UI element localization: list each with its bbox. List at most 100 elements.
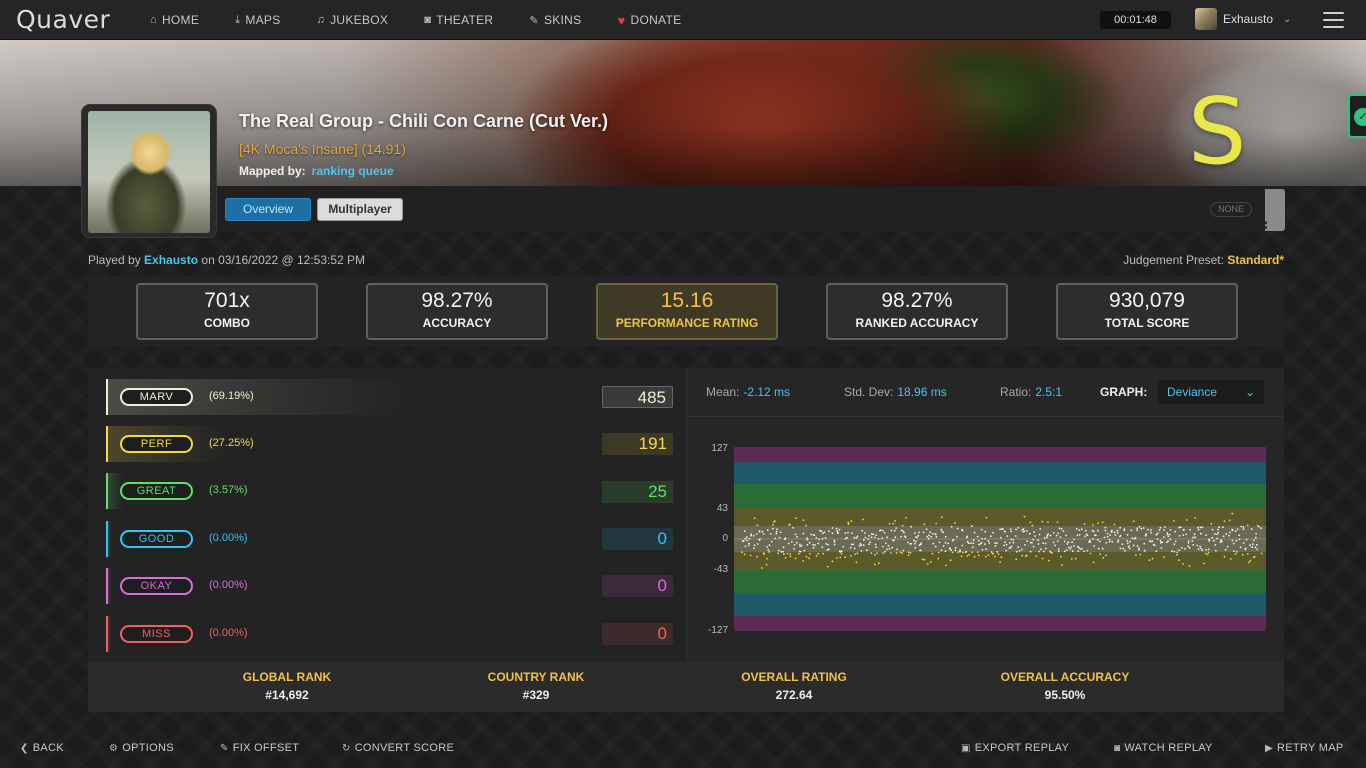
hamburger-menu-icon[interactable]: [1323, 12, 1344, 33]
hit-point: [961, 544, 964, 547]
watch-replay-button[interactable]: ◙ WATCH REPLAY: [1114, 742, 1213, 754]
hit-point: [1210, 522, 1213, 525]
hit-point: [1113, 531, 1116, 534]
mods-tab[interactable]: Mods: [1257, 189, 1285, 247]
nav-item-home[interactable]: ⌂ HOME: [150, 13, 200, 27]
hit-point: [989, 535, 992, 538]
hit-point: [1005, 549, 1007, 552]
hit-point: [1026, 540, 1028, 542]
hit-point: [1196, 544, 1199, 547]
tab-multiplayer[interactable]: Multiplayer: [317, 198, 403, 221]
hit-point: [954, 546, 957, 549]
hit-point: [847, 531, 849, 534]
hit-point: [1219, 541, 1222, 544]
hit-point: [836, 531, 839, 534]
hit-point: [999, 528, 1001, 531]
side-check-tab[interactable]: ✓: [1348, 94, 1366, 138]
hit-point: [1042, 542, 1044, 545]
hit-point: [1155, 534, 1158, 536]
hit-point: [1102, 557, 1105, 559]
hit-point: [894, 536, 897, 539]
graph-mode-dropdown[interactable]: Deviance ⌄: [1158, 380, 1264, 404]
hit-point: [1070, 546, 1073, 548]
player-link[interactable]: Exhausto: [144, 253, 199, 267]
hit-point: [893, 529, 896, 532]
hit-point: [747, 544, 750, 547]
nav-item-maps[interactable]: ⤓ MAPS: [235, 13, 281, 27]
hit-point: [1135, 554, 1137, 556]
convert-score-button[interactable]: ↻ CONVERT SCORE: [342, 742, 455, 754]
tab-overview[interactable]: Overview: [225, 198, 311, 221]
hit-point: [973, 555, 976, 558]
hit-point: [768, 551, 771, 553]
judgement-bar: [106, 568, 108, 604]
gears-icon: ⚙: [109, 742, 119, 754]
nav-item-skins[interactable]: ✎ SKINS: [529, 13, 582, 27]
hit-point: [934, 533, 937, 536]
hit-point: [1119, 547, 1122, 550]
hit-point: [967, 542, 970, 545]
quaver-logo[interactable]: Quaver: [16, 5, 111, 34]
hit-point: [1200, 532, 1202, 535]
hit-point: [910, 525, 913, 528]
hit-point: [1246, 553, 1249, 555]
nav-item-donate[interactable]: ♥ DONATE: [617, 12, 682, 28]
hit-point: [810, 533, 813, 536]
brush-icon: ✎: [529, 14, 539, 27]
hit-point: [1192, 536, 1194, 539]
hit-point: [987, 554, 990, 556]
hit-point: [1255, 532, 1257, 535]
fix-offset-button[interactable]: ✎ FIX OFFSET: [220, 742, 300, 754]
hit-point: [1023, 530, 1026, 533]
hit-point: [777, 552, 780, 555]
options-button[interactable]: ⚙ OPTIONS: [109, 742, 174, 754]
nav-item-theater[interactable]: ◙ THEATER: [424, 13, 494, 27]
hit-point: [1172, 520, 1175, 522]
judgement-row-perf: PERF (27.25%): [106, 426, 586, 462]
hit-point: [805, 524, 807, 527]
user-menu[interactable]: Exhausto ⌄: [1195, 8, 1291, 30]
hit-point: [1207, 551, 1210, 554]
hit-point: [776, 528, 778, 531]
hit-point: [994, 545, 997, 547]
judgements-panel: [88, 368, 686, 662]
back-button[interactable]: ❮ BACK: [20, 742, 64, 754]
hit-point: [1017, 527, 1020, 529]
hit-point: [1221, 540, 1223, 543]
grade-letter: S: [1188, 78, 1247, 185]
hit-point: [1182, 563, 1184, 565]
hit-point: [907, 551, 910, 554]
hit-point: [985, 548, 988, 550]
hit-point: [868, 535, 871, 537]
hit-point: [1101, 521, 1104, 524]
hit-point: [1057, 532, 1059, 535]
hit-point: [1151, 557, 1154, 560]
hit-point: [1032, 538, 1035, 541]
hit-point: [854, 553, 857, 555]
hit-point: [755, 533, 758, 535]
retry-map-button[interactable]: ▶ RETRY MAP: [1265, 742, 1344, 754]
export-replay-button[interactable]: ▣ EXPORT REPLAY: [961, 742, 1070, 754]
hit-point: [1002, 528, 1004, 531]
hit-point: [838, 528, 841, 531]
nav-item-jukebox[interactable]: ♫ JUKEBOX: [316, 13, 389, 27]
hit-point: [1111, 540, 1114, 543]
mapper-link[interactable]: ranking queue: [311, 164, 394, 178]
hit-point: [1138, 547, 1140, 550]
hit-point: [1223, 555, 1226, 558]
hit-point: [1114, 534, 1117, 536]
hit-point: [1132, 544, 1135, 547]
hit-point: [1117, 541, 1119, 543]
hit-point: [835, 527, 838, 530]
hit-point: [882, 545, 884, 548]
hit-point: [742, 540, 745, 542]
hit-point: [868, 543, 870, 546]
hit-point: [847, 521, 850, 524]
hit-point: [1153, 544, 1156, 547]
hit-point: [862, 518, 864, 521]
hit-point: [824, 537, 827, 539]
hit-point: [1052, 532, 1055, 534]
hit-point: [753, 547, 755, 550]
hit-point: [944, 541, 947, 544]
hit-point: [1128, 545, 1130, 548]
